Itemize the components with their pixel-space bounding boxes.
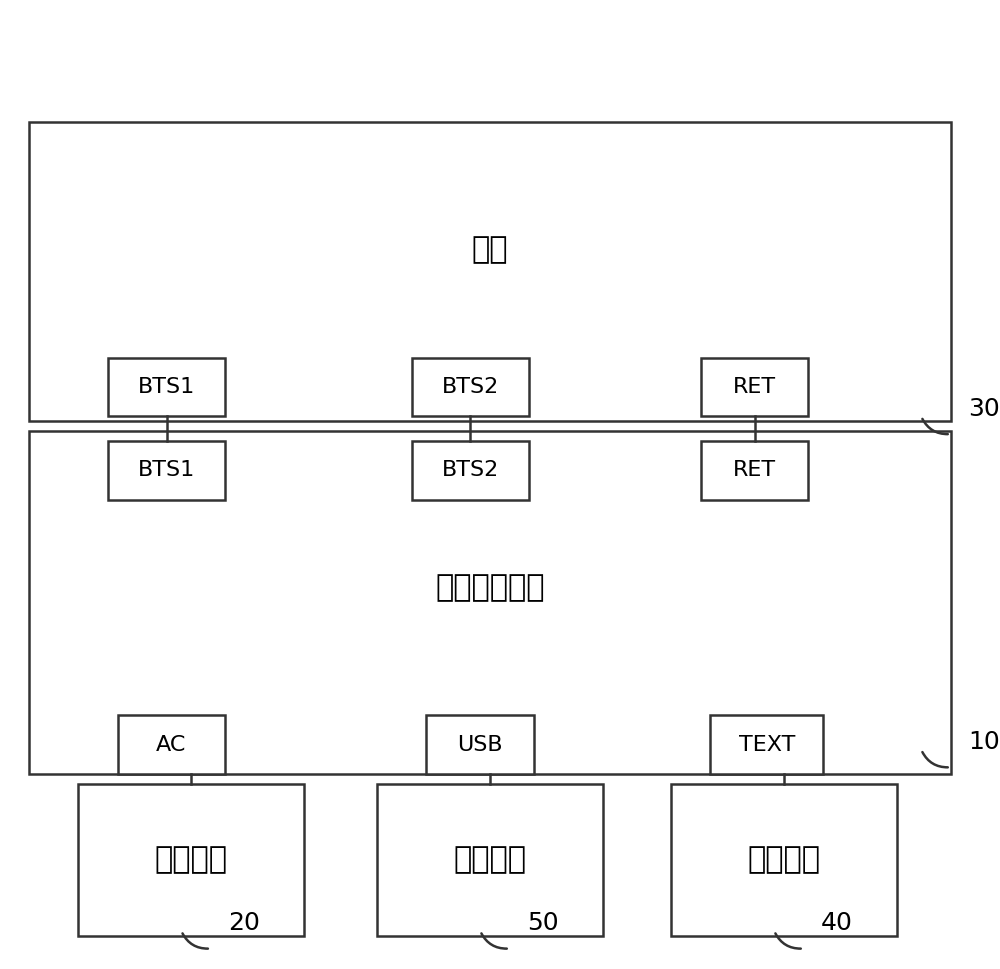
Text: 40: 40 <box>821 911 853 935</box>
Bar <box>108 441 225 500</box>
Text: USB: USB <box>457 735 503 755</box>
Text: BTS1: BTS1 <box>138 377 195 397</box>
Text: TEXT: TEXT <box>739 735 795 755</box>
Bar <box>108 358 225 417</box>
Bar <box>701 441 808 500</box>
Bar <box>412 441 529 500</box>
Bar <box>29 431 951 774</box>
Bar <box>412 358 529 417</box>
Bar <box>78 784 304 936</box>
Text: 50: 50 <box>527 911 559 935</box>
Bar <box>118 715 225 774</box>
Text: AC: AC <box>156 735 187 755</box>
Text: RET: RET <box>733 460 776 481</box>
Bar <box>426 715 534 774</box>
Bar <box>377 784 603 936</box>
Text: BTS2: BTS2 <box>442 377 499 397</box>
Text: BTS2: BTS2 <box>442 460 499 481</box>
Bar <box>671 784 897 936</box>
Text: 测试设备: 测试设备 <box>747 845 820 874</box>
Text: RET: RET <box>733 377 776 397</box>
Text: 30: 30 <box>968 396 1000 421</box>
Text: 10: 10 <box>968 730 1000 754</box>
Text: BTS1: BTS1 <box>138 460 195 481</box>
Bar <box>29 122 951 422</box>
Text: 交流电源: 交流电源 <box>155 845 228 874</box>
Bar <box>710 715 823 774</box>
Text: 塔放测试电路: 塔放测试电路 <box>435 574 545 603</box>
Text: 塔放: 塔放 <box>472 235 508 265</box>
Text: 控制设备: 控制设备 <box>453 845 526 874</box>
Bar <box>701 358 808 417</box>
Text: 20: 20 <box>228 911 260 935</box>
